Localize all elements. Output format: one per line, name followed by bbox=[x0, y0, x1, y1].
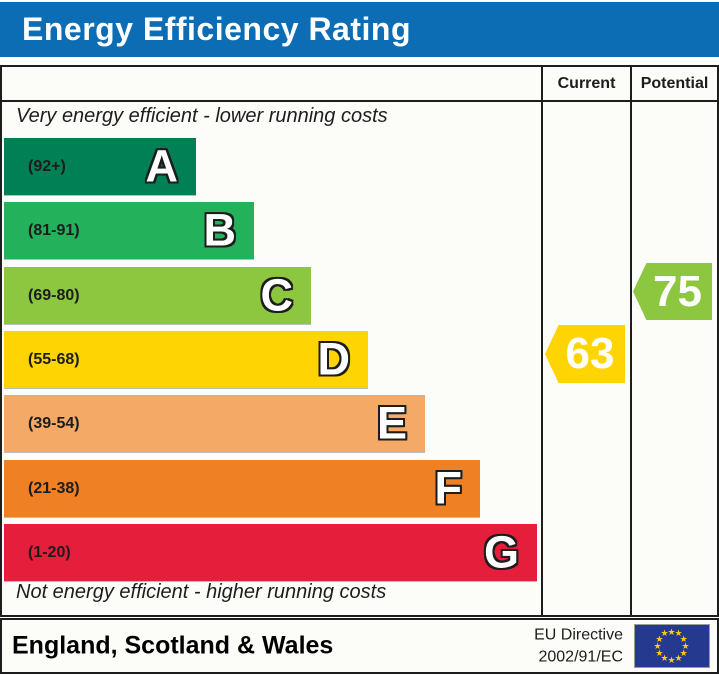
footer: England, Scotland & Wales EU Directive 2… bbox=[0, 618, 719, 674]
band-letter: C bbox=[260, 269, 294, 321]
top-note: Very energy efficient - lower running co… bbox=[16, 105, 388, 127]
current-rating-arrow: 63 bbox=[545, 325, 625, 383]
band-f: (21-38) F bbox=[4, 460, 480, 517]
current-rating-value: 63 bbox=[565, 329, 615, 378]
band-range-label: (21-38) bbox=[28, 479, 80, 497]
band-e: (39-54) E bbox=[4, 395, 425, 452]
potential-rating-value: 75 bbox=[653, 266, 702, 316]
region-label: England, Scotland & Wales bbox=[12, 631, 334, 660]
eu-flag-icon: ★ ★ ★ ★ ★ ★ ★ ★ ★ ★ ★ ★ bbox=[634, 624, 710, 668]
eu-directive-line2: 2002/91/EC bbox=[538, 648, 623, 665]
eu-directive-label: EU Directive 2002/91/EC bbox=[534, 624, 623, 667]
band-b: (81-91) B bbox=[4, 202, 254, 259]
band-d: (55-68) D bbox=[4, 331, 368, 388]
band-range-label: (39-54) bbox=[28, 414, 80, 432]
band-letter: E bbox=[376, 397, 407, 449]
band-c: (69-80) C bbox=[4, 267, 311, 324]
eu-flag-star: ★ bbox=[660, 628, 669, 639]
band-range-label: (81-91) bbox=[28, 221, 80, 239]
page-title: Energy Efficiency Rating bbox=[22, 11, 411, 47]
eu-flag-star: ★ bbox=[667, 654, 676, 665]
current-column-header: Current bbox=[557, 74, 616, 92]
eu-flag-star: ★ bbox=[667, 626, 676, 637]
band-a: (92+) A bbox=[4, 138, 196, 195]
band-letter: F bbox=[434, 462, 463, 514]
header-row-divider bbox=[2, 100, 717, 102]
eu-flag-star: ★ bbox=[679, 647, 688, 658]
band-range-label: (55-68) bbox=[28, 350, 80, 368]
current-column-divider bbox=[541, 67, 543, 615]
band-letter: B bbox=[203, 204, 237, 256]
bottom-note: Not energy efficient - higher running co… bbox=[16, 581, 387, 603]
rating-table: Current Potential Very energy efficient … bbox=[0, 65, 719, 617]
eu-flag-star: ★ bbox=[679, 633, 688, 644]
title-bar: Energy Efficiency Rating bbox=[0, 2, 719, 57]
band-letter: A bbox=[145, 140, 179, 192]
eu-flag-star: ★ bbox=[660, 652, 669, 663]
potential-column-divider bbox=[630, 67, 632, 615]
band-g: (1-20) G bbox=[4, 524, 537, 581]
potential-rating-arrow: 75 bbox=[633, 263, 712, 320]
eu-flag-star: ★ bbox=[653, 640, 662, 651]
band-range-label: (92+) bbox=[28, 157, 66, 175]
eu-flag-star: ★ bbox=[655, 633, 664, 644]
band-range-label: (69-80) bbox=[28, 286, 80, 304]
band-letter: D bbox=[317, 333, 351, 385]
band-letter: G bbox=[483, 526, 519, 578]
eu-flag-star: ★ bbox=[681, 640, 690, 651]
eu-flag-star: ★ bbox=[655, 647, 664, 658]
band-range-label: (1-20) bbox=[28, 543, 71, 561]
eu-directive-line1: EU Directive bbox=[534, 626, 623, 644]
potential-column-header: Potential bbox=[640, 74, 709, 92]
eu-flag-star: ★ bbox=[674, 652, 683, 663]
eu-flag-star: ★ bbox=[674, 628, 683, 639]
